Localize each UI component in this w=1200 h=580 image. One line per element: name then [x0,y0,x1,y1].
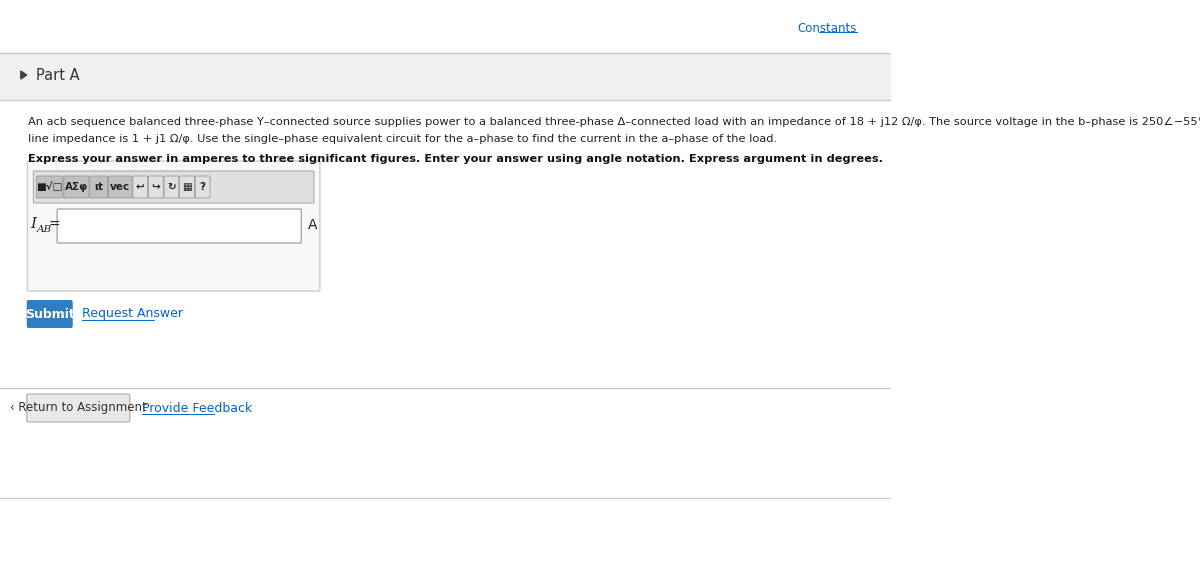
Text: AB: AB [36,224,52,234]
FancyBboxPatch shape [28,161,320,291]
Bar [0,100,890,498]
Polygon shape [20,71,26,79]
FancyBboxPatch shape [34,171,314,203]
Text: Submit: Submit [25,307,74,321]
FancyBboxPatch shape [149,176,163,198]
Text: A: A [308,218,318,232]
Text: Part A: Part A [36,68,79,84]
Text: ↩: ↩ [136,182,145,192]
Text: Express your answer in amperes to three significant figures. Enter your answer u: Express your answer in amperes to three … [29,154,883,164]
Text: An acb sequence balanced three-phase Y–connected source supplies power to a bala: An acb sequence balanced three-phase Y–c… [29,117,1200,127]
FancyBboxPatch shape [108,176,132,198]
FancyBboxPatch shape [90,176,108,198]
FancyBboxPatch shape [180,176,194,198]
Text: AΣφ: AΣφ [65,182,88,192]
Text: ↪: ↪ [151,182,161,192]
Text: line impedance is 1 + j1 Ω/φ. Use the single–phase equivalent circuit for the a–: line impedance is 1 + j1 Ω/φ. Use the si… [29,134,778,144]
Text: ↻: ↻ [167,182,176,192]
FancyBboxPatch shape [196,176,210,198]
FancyBboxPatch shape [26,300,73,328]
Text: Constants: Constants [798,21,857,34]
Text: ▦: ▦ [182,182,192,192]
FancyBboxPatch shape [58,209,301,243]
Text: I: I [30,217,36,231]
FancyBboxPatch shape [133,176,148,198]
Text: ■√□: ■√□ [36,182,62,192]
Bar [0,53,890,99]
Text: ιt: ιt [95,182,103,192]
Text: =: = [48,218,60,232]
Text: Request Answer: Request Answer [82,307,182,321]
FancyBboxPatch shape [36,176,64,198]
FancyBboxPatch shape [26,394,130,422]
Text: vec: vec [110,182,131,192]
Text: ?: ? [199,182,205,192]
FancyBboxPatch shape [164,176,179,198]
Text: ‹ Return to Assignment: ‹ Return to Assignment [10,401,146,415]
FancyBboxPatch shape [64,176,89,198]
Text: Provide Feedback: Provide Feedback [142,401,252,415]
